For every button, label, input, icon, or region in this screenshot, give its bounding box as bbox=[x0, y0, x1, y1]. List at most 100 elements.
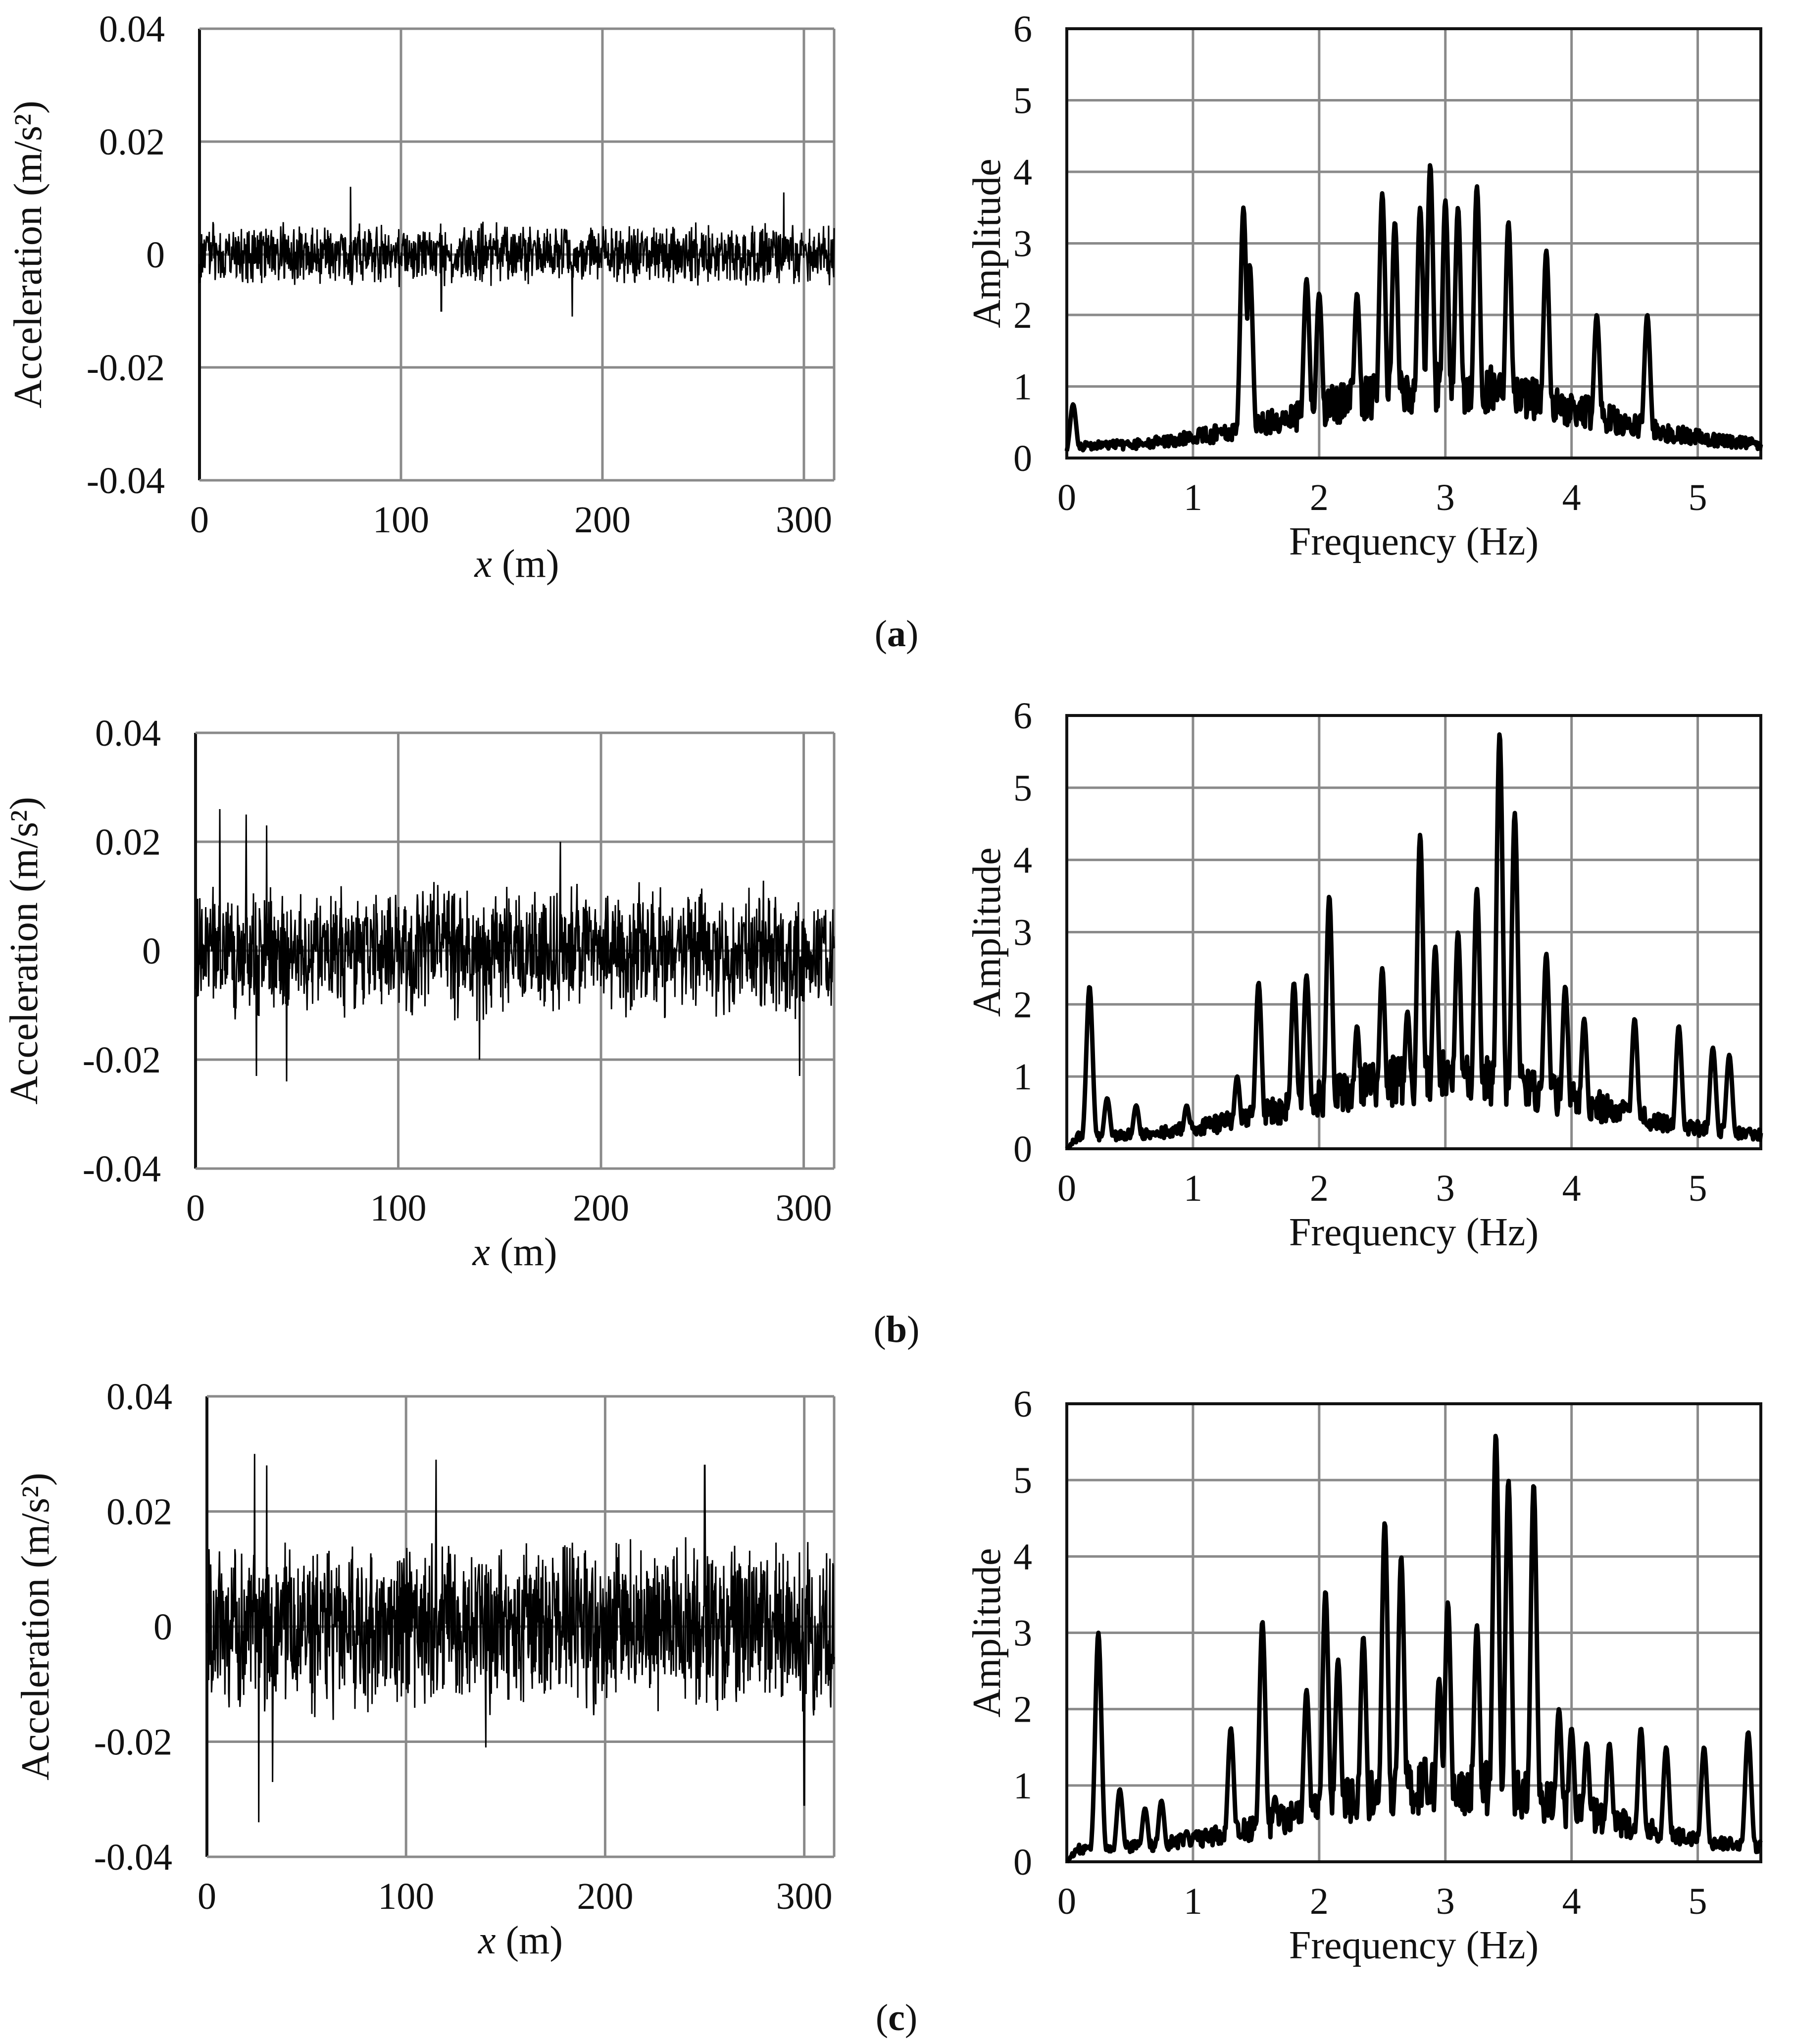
acceleration-series-line bbox=[199, 187, 835, 317]
x-tick-label: 3 bbox=[1436, 477, 1455, 518]
panel-label-letter: b bbox=[886, 1309, 907, 1350]
x-tick-label: 2 bbox=[1310, 1881, 1329, 1922]
y-tick-label: 1 bbox=[1013, 1765, 1032, 1807]
x-axis-title: x (m) bbox=[474, 542, 559, 586]
panel-label-open: ( bbox=[875, 613, 887, 655]
x-tick-label: 100 bbox=[373, 499, 429, 541]
y-tick-label: 0.04 bbox=[95, 713, 161, 754]
x-tick-label: 0 bbox=[1057, 1168, 1076, 1209]
y-tick-label: -0.02 bbox=[87, 347, 165, 389]
y-tick-label: 3 bbox=[1013, 912, 1032, 954]
y-tick-label: 1 bbox=[1013, 1056, 1032, 1098]
y-tick-label: 0 bbox=[142, 930, 161, 972]
y-tick-label: 3 bbox=[1013, 1613, 1032, 1654]
x-tick-label: 0 bbox=[1057, 477, 1076, 518]
x-axis-title-var: x bbox=[474, 542, 492, 586]
x-tick-label: 300 bbox=[776, 1876, 833, 1917]
x-tick-label: 3 bbox=[1436, 1168, 1455, 1209]
panel-label-close: ) bbox=[907, 1309, 919, 1350]
x-tick-label: 0 bbox=[186, 1187, 205, 1229]
x-tick-label: 3 bbox=[1436, 1881, 1455, 1922]
y-axis-title: Amplitude bbox=[965, 158, 1009, 328]
y-tick-label: 0.02 bbox=[106, 1491, 172, 1533]
panel-label-open: ( bbox=[876, 1997, 888, 2039]
y-tick-label: 0 bbox=[1013, 438, 1032, 479]
y-tick-label: 0 bbox=[1013, 1841, 1032, 1883]
y-tick-label: 4 bbox=[1013, 840, 1032, 881]
y-tick-label: 5 bbox=[1013, 1460, 1032, 1501]
y-tick-label: 0.04 bbox=[106, 1376, 172, 1418]
plot-frame bbox=[1065, 1402, 1762, 1863]
acceleration-series-line bbox=[206, 1454, 835, 1823]
y-tick-label: -0.04 bbox=[94, 1837, 172, 1878]
y-tick-label: 0.02 bbox=[99, 121, 165, 163]
x-tick-label: 200 bbox=[574, 499, 631, 541]
y-axis-title: Acceleration (m/s²) bbox=[6, 101, 50, 408]
spectrum-panel-1: 0 1 2 3 4 5 0 1 2 3 4 5 6 Frequency (Hz) Amplitude bbox=[965, 8, 1763, 563]
x-tick-label: 300 bbox=[776, 1187, 832, 1229]
panel-label: (c) bbox=[876, 1997, 917, 2039]
x-axis-title-unit: (m) bbox=[496, 1919, 563, 1962]
acceleration-series-line bbox=[195, 809, 835, 1082]
y-tick-label: 0.04 bbox=[99, 8, 165, 50]
y-tick-label: -0.02 bbox=[83, 1039, 161, 1081]
panel-label: (b) bbox=[874, 1309, 920, 1350]
y-axis-title: Amplitude bbox=[965, 1548, 1009, 1717]
y-tick-label: 6 bbox=[1013, 8, 1032, 50]
y-tick-label: -0.02 bbox=[94, 1722, 172, 1763]
y-tick-label: 4 bbox=[1013, 1536, 1032, 1578]
y-tick-label: 0.02 bbox=[95, 821, 161, 863]
y-tick-label: 5 bbox=[1013, 767, 1032, 809]
x-tick-label: 200 bbox=[573, 1187, 629, 1229]
time-series-panel-3: 0 100 200 300 -0.04 -0.02 0 0.02 0.04 x (m) Accele… bbox=[14, 1376, 836, 1962]
x-tick-label: 5 bbox=[1689, 1168, 1707, 1209]
amplitude-spectrum-line bbox=[1065, 732, 1763, 1150]
panel-label-close: ) bbox=[906, 613, 918, 655]
x-tick-label: 2 bbox=[1310, 1168, 1329, 1209]
x-axis-title-unit: (m) bbox=[492, 542, 559, 586]
x-tick-label: 100 bbox=[378, 1876, 434, 1917]
x-axis-title: x (m) bbox=[472, 1230, 557, 1274]
y-tick-label: 2 bbox=[1013, 295, 1032, 336]
x-tick-label: 0 bbox=[190, 499, 209, 541]
y-tick-label: 0 bbox=[153, 1606, 172, 1648]
x-axis-title: Frequency (Hz) bbox=[1289, 520, 1539, 563]
y-tick-label: 2 bbox=[1013, 984, 1032, 1025]
y-tick-label: 5 bbox=[1013, 80, 1032, 122]
time-series-panel-2: 0 100 200 300 -0.04 -0.02 0 0.02 0.04 x (m) Accele… bbox=[2, 713, 836, 1274]
x-tick-label: 1 bbox=[1184, 477, 1202, 518]
amplitude-spectrum-line bbox=[1065, 1433, 1763, 1864]
x-tick-label: 4 bbox=[1562, 477, 1581, 518]
panel-label: (a) bbox=[875, 613, 919, 655]
x-tick-label: 300 bbox=[776, 499, 832, 541]
x-axis-title-var: x bbox=[472, 1230, 490, 1274]
x-tick-label: 1 bbox=[1184, 1168, 1202, 1209]
panel-label-close: ) bbox=[905, 1997, 917, 2039]
y-tick-label: -0.04 bbox=[83, 1148, 161, 1190]
y-tick-label: 0 bbox=[146, 234, 165, 276]
y-axis-title: Amplitude bbox=[965, 847, 1009, 1017]
y-axis-title: Acceleration (m/s²) bbox=[14, 1473, 57, 1780]
x-tick-label: 200 bbox=[577, 1876, 633, 1917]
x-tick-label: 100 bbox=[370, 1187, 427, 1229]
x-axis-title: Frequency (Hz) bbox=[1289, 1211, 1539, 1254]
x-tick-label: 5 bbox=[1689, 1881, 1707, 1922]
x-tick-label: 1 bbox=[1184, 1881, 1202, 1922]
panel-label-letter: a bbox=[887, 613, 906, 655]
y-tick-label: 1 bbox=[1013, 366, 1032, 408]
panel-label-letter: c bbox=[888, 1997, 905, 2039]
x-axis-title: x (m) bbox=[478, 1919, 563, 1962]
x-axis-title-unit: (m) bbox=[490, 1230, 557, 1274]
x-axis-title: Frequency (Hz) bbox=[1289, 1924, 1539, 1967]
y-tick-label: 2 bbox=[1013, 1689, 1032, 1731]
y-tick-label: -0.04 bbox=[87, 460, 165, 502]
x-tick-label: 4 bbox=[1562, 1168, 1581, 1209]
y-tick-label: 4 bbox=[1013, 152, 1032, 193]
y-axis-title: Acceleration (m/s²) bbox=[2, 797, 46, 1104]
x-tick-label: 0 bbox=[1057, 1881, 1076, 1922]
spectrum-panel-3: 0 1 2 3 4 5 0 1 2 3 4 5 6 Frequency (Hz) Amplitude bbox=[965, 1383, 1763, 1967]
amplitude-spectrum-line bbox=[1064, 163, 1763, 453]
plot-frame bbox=[1065, 714, 1762, 1150]
plot-frame bbox=[1065, 27, 1762, 460]
